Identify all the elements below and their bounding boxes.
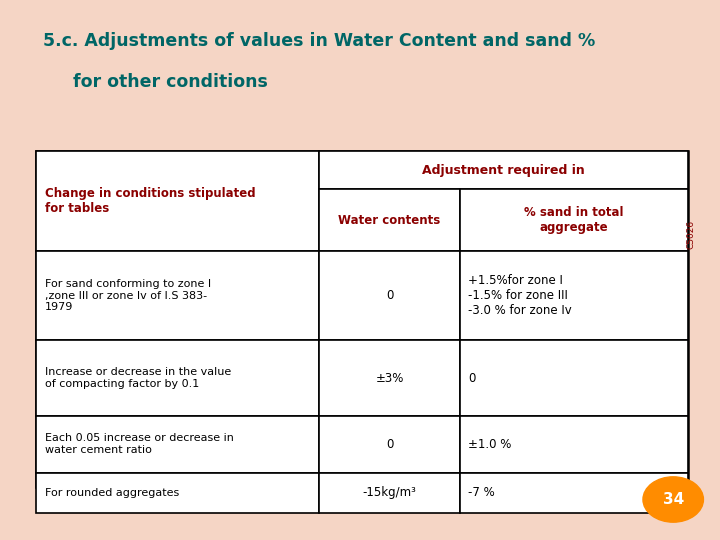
Text: ±1.0 %: ±1.0 %	[468, 437, 511, 451]
Text: Increase or decrease in the value
of compacting factor by 0.1: Increase or decrease in the value of com…	[45, 367, 231, 389]
Bar	[320, 416, 459, 472]
Bar	[320, 472, 459, 513]
Bar	[36, 251, 320, 340]
Bar	[459, 340, 688, 416]
Text: % sand in total
aggregate: % sand in total aggregate	[524, 206, 624, 234]
Text: for other conditions: for other conditions	[43, 73, 268, 91]
Text: +1.5%for zone I
-1.5% for zone III
-3.0 % for zone Iv: +1.5%for zone I -1.5% for zone III -3.0 …	[468, 274, 572, 317]
Text: 34: 34	[662, 492, 684, 507]
Text: C5026: C5026	[687, 220, 696, 249]
Bar	[459, 189, 688, 251]
Text: Each 0.05 increase or decrease in
water cement ratio: Each 0.05 increase or decrease in water …	[45, 434, 233, 455]
Bar	[36, 340, 320, 416]
Text: -15kg/m³: -15kg/m³	[363, 486, 416, 500]
Circle shape	[643, 477, 703, 522]
Text: 0: 0	[386, 437, 393, 451]
Bar	[36, 151, 320, 251]
Text: 0: 0	[468, 372, 475, 384]
Bar	[459, 472, 688, 513]
Bar	[36, 472, 320, 513]
Text: 5.c. Adjustments of values in Water Content and sand %: 5.c. Adjustments of values in Water Cont…	[43, 32, 595, 50]
Bar	[36, 151, 688, 487]
Text: For rounded aggregates: For rounded aggregates	[45, 488, 179, 498]
Bar	[459, 251, 688, 340]
Bar	[36, 416, 320, 472]
Text: 0: 0	[386, 289, 393, 302]
Text: Water contents: Water contents	[338, 213, 441, 227]
Text: For sand conforming to zone I
,zone III or zone Iv of I.S 383-
1979: For sand conforming to zone I ,zone III …	[45, 279, 211, 312]
Bar	[320, 251, 459, 340]
Text: -7 %: -7 %	[468, 486, 495, 500]
Text: ±3%: ±3%	[375, 372, 404, 384]
Bar	[320, 151, 688, 189]
Text: Change in conditions stipulated
for tables: Change in conditions stipulated for tabl…	[45, 187, 256, 215]
Bar	[459, 416, 688, 472]
Text: Adjustment required in: Adjustment required in	[422, 164, 585, 177]
Bar	[320, 340, 459, 416]
Bar	[320, 189, 459, 251]
